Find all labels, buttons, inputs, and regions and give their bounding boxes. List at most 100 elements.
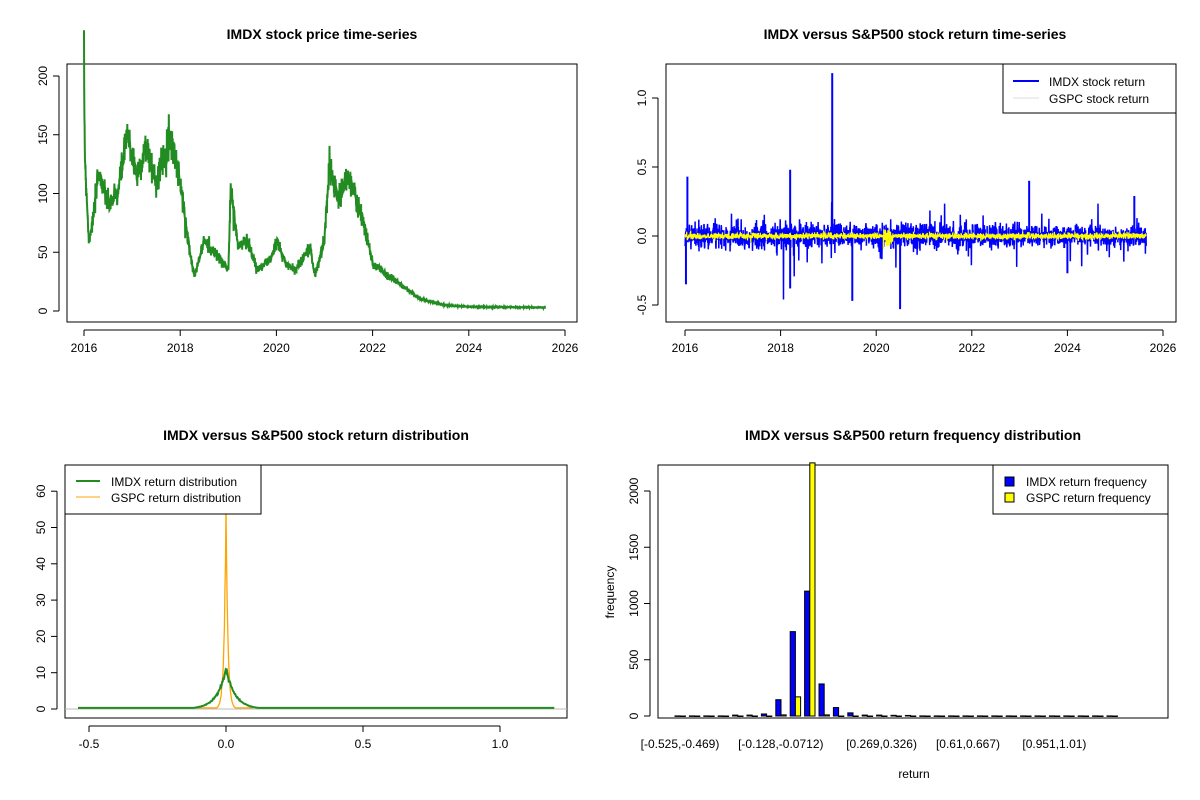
y-tick-label: 30 — [34, 593, 48, 607]
x-tick-label: 2020 — [863, 341, 890, 355]
gspc-freq-bar — [694, 715, 701, 717]
y-tick-label: 0 — [36, 307, 50, 314]
density-legend — [64, 464, 262, 515]
legend-key-gspc — [1004, 492, 1015, 503]
return-ts-chart-title: IMDX versus S&P500 stock return time-ser… — [764, 26, 1067, 42]
imdx-freq-bar — [717, 715, 724, 717]
imdx-freq-bar — [1048, 715, 1056, 717]
imdx-freq-bar — [948, 715, 955, 717]
imdx-freq-bar — [760, 713, 768, 717]
legend-label-imdx: IMDX return distribution — [111, 475, 237, 489]
legend-key-imdx — [1004, 476, 1015, 487]
imdx-freq-bar — [804, 590, 811, 717]
freq-legend — [992, 464, 1169, 515]
gspc-freq-bar — [794, 696, 802, 717]
imdx-freq-bar — [876, 714, 883, 717]
density-chart-title: IMDX versus S&P500 stock return distribu… — [163, 427, 469, 443]
y-tick-label: 0 — [627, 712, 641, 719]
y-tick-label: 500 — [627, 649, 641, 669]
legend-label-imdx: IMDX return frequency — [1026, 475, 1147, 489]
y-tick-label: 0.5 — [635, 158, 649, 175]
imdx-freq-bar — [746, 714, 753, 717]
gspc-freq-bar — [924, 715, 931, 717]
x-tick-label: 2018 — [167, 341, 194, 355]
gspc-freq-bar — [852, 715, 859, 717]
gspc-freq-bar — [766, 715, 773, 717]
gspc-freq-bar — [679, 715, 686, 717]
y-tick-label: 0 — [34, 705, 48, 712]
imdx-freq-bar — [775, 699, 782, 717]
x-tick-label: 2016 — [672, 341, 699, 355]
x-tick-label: -0.5 — [79, 737, 100, 751]
gspc-freq-bar — [953, 715, 960, 717]
imdx-freq-bar — [933, 715, 940, 717]
imdx-freq-bar — [847, 712, 854, 717]
y-tick-label: 1000 — [627, 590, 641, 617]
x-tick-label: 2020 — [263, 341, 290, 355]
return-ts-legend — [1002, 63, 1177, 114]
gspc-density-line — [193, 507, 253, 709]
imdx-freq-bar — [962, 715, 969, 717]
imdx-freq-bar — [991, 715, 998, 717]
y-tick-label: 200 — [36, 66, 50, 86]
gspc-freq-bar — [751, 715, 758, 717]
imdx-freq-bar — [976, 715, 984, 717]
y-tick-label: 0.0 — [635, 227, 649, 244]
y-tick-label: 20 — [34, 629, 48, 643]
x-tick-label: 2024 — [455, 341, 482, 355]
gspc-freq-bar — [866, 715, 874, 717]
freq-x-tick-label: [0.269,0.326) — [846, 737, 917, 751]
legend-label-imdx: IMDX stock return — [1049, 75, 1145, 89]
freq-x-tick-label: [-0.128,-0.0712) — [738, 737, 823, 751]
y-tick-label: 100 — [36, 183, 50, 203]
y-tick-label: 150 — [36, 124, 50, 144]
gspc-freq-bar — [780, 714, 787, 717]
gspc-freq-bar — [996, 715, 1003, 717]
x-tick-label: 2022 — [958, 341, 985, 355]
y-tick-label: 60 — [34, 484, 48, 498]
gspc-freq-bar — [708, 715, 715, 717]
y-tick-label: 50 — [34, 521, 48, 535]
imdx-freq-bar — [703, 715, 710, 717]
legend-label-gspc: GSPC stock return — [1049, 92, 1149, 106]
freq-x-tick-label: [0.951,1.01) — [1022, 737, 1086, 751]
gspc-freq-bar — [838, 715, 845, 717]
imdx-freq-bar — [904, 714, 912, 717]
imdx-freq-bar — [1092, 715, 1099, 717]
gspc-freq-bar — [895, 715, 902, 717]
freq-y-label: frequency — [603, 566, 617, 619]
y-tick-label: 2000 — [627, 477, 641, 504]
gspc-freq-bar — [737, 715, 744, 717]
gspc-freq-bar — [1039, 715, 1046, 717]
imdx-freq-bar — [890, 714, 897, 717]
imdx-freq-bar — [861, 714, 868, 717]
y-tick-label: 40 — [34, 557, 48, 571]
y-tick-label: -0.5 — [635, 294, 649, 315]
x-tick-label: 2018 — [767, 341, 794, 355]
legend-label-gspc: GSPC return frequency — [1026, 491, 1151, 505]
x-tick-label: 2024 — [1054, 341, 1081, 355]
imdx-freq-bar — [1005, 715, 1012, 717]
density-chart-plot-box — [64, 464, 568, 719]
gspc-freq-bar — [1082, 715, 1090, 717]
imdx-freq-bar — [919, 715, 926, 717]
legend-label-gspc: GSPC return distribution — [111, 491, 241, 505]
imdx-freq-bar — [674, 715, 681, 717]
freq-x-label: return — [898, 767, 929, 781]
x-tick-label: 2026 — [552, 341, 579, 355]
x-tick-label: 2016 — [71, 341, 98, 355]
gspc-freq-bar — [1054, 715, 1061, 717]
gspc-freq-bar — [1111, 715, 1118, 717]
gspc-freq-bar — [938, 715, 946, 717]
freq-chart-title: IMDX versus S&P500 return frequency dist… — [745, 427, 1081, 443]
gspc-freq-bar — [809, 462, 816, 717]
return-ts-chart-plot-box — [665, 63, 1177, 323]
y-tick-label: 10 — [34, 666, 48, 680]
imdx-density-line — [78, 667, 555, 709]
imdx-freq-bar — [732, 714, 739, 717]
imdx-freq-bar — [1034, 715, 1041, 717]
price-series-line — [83, 30, 547, 312]
imdx-freq-bar — [1106, 715, 1113, 717]
freq-x-tick-label: [0.61,0.667) — [936, 737, 1000, 751]
